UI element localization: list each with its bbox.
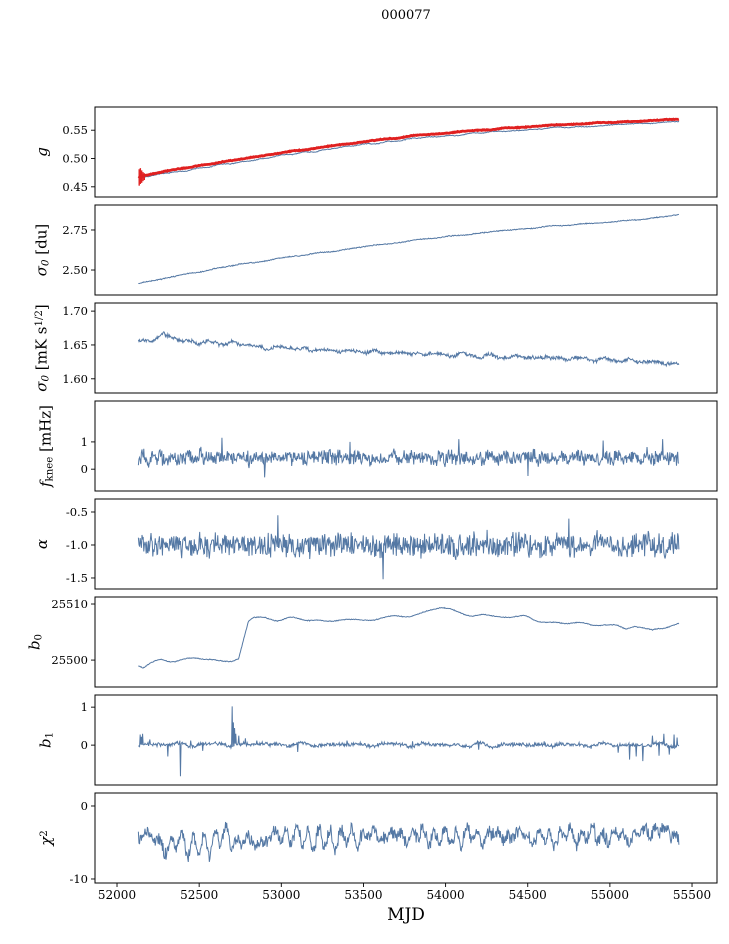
panel-frame [94,302,718,394]
y-tick-label: -0.5 [66,505,88,519]
panel-frame [94,106,718,198]
panel-frame [94,596,718,688]
y-tick-label: 0 [81,799,88,813]
panel-b1: 01 [81,694,718,786]
y-tick-label: 0 [81,738,88,752]
y-tick-label: 2.75 [62,223,88,237]
y-tick-label: 0 [81,462,88,476]
y-tick-label: 1.70 [62,304,88,318]
chart-title: 000077 [381,8,431,23]
panel-frame [94,792,718,884]
panel-sigma0-mK: 1.60 1.65 1.70 [62,302,718,394]
y-tick-label: -10 [69,872,88,886]
x-tick-label: 52500 [180,888,218,902]
series-b1-curve [138,706,680,777]
panel-fknee: 01 [81,400,718,492]
panel-frame [94,400,718,492]
series-chi2-curve [137,821,680,863]
panel-b0: 25500 25510 [51,596,718,688]
series-sigma0-mK-curve [137,331,680,368]
y-tick-label: 0.55 [62,123,88,137]
panel-sigma0-du: 2.50 2.75 [62,204,718,296]
series-b0-curve [138,606,680,669]
x-tick-label: 52000 [98,888,136,902]
y-tick-label: 1 [81,435,88,449]
x-tick-label: 54000 [427,888,465,902]
panel-g: 0.45 0.50 0.55 [62,106,718,198]
x-tick-label: 55500 [673,888,711,902]
y-tick-label: 2.50 [62,263,88,277]
series-g-smooth [138,120,680,179]
x-tick-label: 53000 [262,888,300,902]
y-tick-label: 1 [81,700,88,714]
series-sigma0-du-curve [138,213,680,285]
x-axis-label: MJD [387,905,425,925]
y-label-b1: b1 [36,731,56,749]
series-g-binned [137,117,680,179]
y-label-chi2: χ2 [37,830,55,846]
y-tick-label: 25500 [51,653,88,667]
y-tick-label: 0.45 [62,180,88,194]
y-tick-label: 25510 [51,597,88,611]
panel-chi2: -10 0 52000 52500 53000 53500 54000 54500 55000 5… [69,792,718,902]
y-tick-label: 0.50 [62,152,88,166]
y-tick-label: -1.5 [66,571,88,585]
series-alpha-curve [137,515,680,580]
y-label-sigma0-du: σ0 [du] [32,223,52,277]
series-fknee-curve [137,437,680,478]
y-tick-label: -1.0 [66,538,88,552]
y-label-g: g [32,147,51,157]
y-label-fknee: fknee [mHz] [36,404,56,488]
y-label-b0: b0 [25,633,45,651]
y-tick-label: 1.60 [62,372,88,386]
panel-alpha: -1.5 -1.0 -0.5 [66,498,718,590]
y-label-sigma0-mK: σ0 [mK s1/2] [32,304,52,392]
panel-frame [94,204,718,296]
panel-frame [94,694,718,786]
x-tick-label: 53500 [344,888,382,902]
x-tick-label: 55000 [591,888,629,902]
y-label-alpha: α [32,538,51,550]
x-tick-label: 54500 [509,888,547,902]
y-tick-label: 1.65 [62,338,88,352]
panel-frame [94,498,718,590]
